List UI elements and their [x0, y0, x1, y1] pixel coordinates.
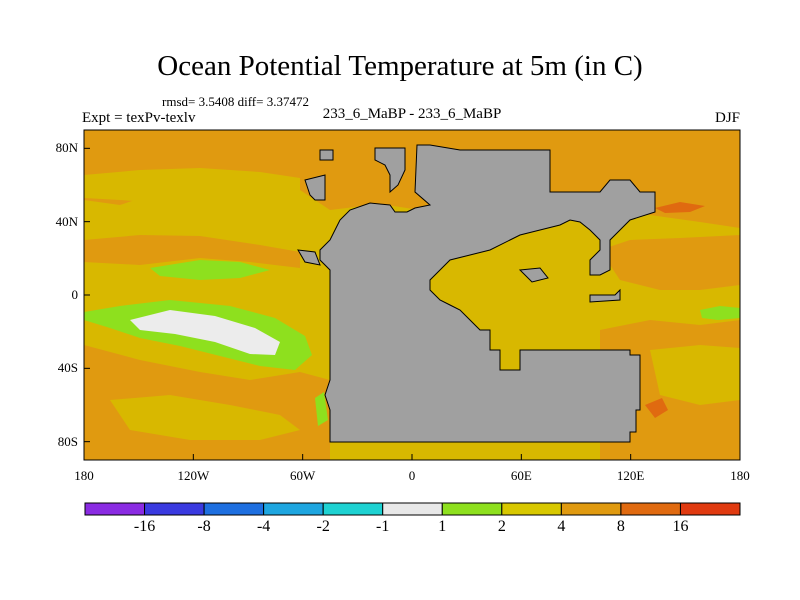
axis-ticks [83, 147, 741, 460]
colorbar-tick-label: -8 [197, 518, 211, 535]
land-central-america [297, 249, 321, 266]
x-tick-label: 180 [730, 468, 750, 483]
colorbar-tick-label: -2 [316, 518, 330, 535]
dark-orange-tasman-patch [645, 398, 668, 418]
figure-title: Ocean Potential Temperature at 5m (in C) [157, 50, 643, 82]
colorbar-tick-label: -4 [256, 518, 271, 535]
dark-orange-north-patch [655, 202, 705, 213]
land-mask [319, 144, 656, 443]
yellow-southwest-patch [110, 395, 300, 440]
colorbar-swatch [560, 502, 622, 516]
map-field [84, 130, 740, 460]
colorbar-tick-label: 16 [672, 518, 689, 535]
green-north-pacific-streak [150, 260, 270, 280]
colorbar [84, 502, 741, 516]
x-tick-label: 60W [290, 468, 316, 483]
colorbar-swatch [382, 502, 443, 516]
x-tick-label: 0 [408, 468, 416, 483]
yellow-north-patch [84, 168, 300, 204]
colorbar-swatch [679, 502, 741, 516]
colorbar-tick-label: 2 [497, 518, 506, 535]
colorbar-tick-label: 8 [616, 518, 625, 535]
runs-label: 233_6_MaBP - 233_6_MaBP [322, 106, 502, 122]
land-east-islands [589, 288, 621, 303]
y-tick-label: 40N [55, 213, 78, 229]
colorbar-tick-label: 4 [557, 518, 566, 535]
yellow-southeast-patch [650, 345, 740, 405]
green-indian-patch [700, 306, 740, 320]
land-greenland [374, 147, 406, 194]
colorbar-swatch [203, 502, 265, 516]
x-tick-label: 60E [510, 468, 532, 483]
colorbar-swatch [441, 502, 503, 516]
colorbar-swatch [263, 502, 324, 516]
x-tick-label: 120E [616, 468, 645, 483]
colorbar-swatch [501, 502, 562, 516]
y-tick-label: 80S [57, 433, 78, 449]
rmsd-diff-stats: rmsd= 3.5408 diff= 3.37472 [162, 94, 309, 109]
y-tick-label: 0 [71, 287, 79, 302]
orange-north-pacific-tongue [84, 235, 300, 268]
colorbar-tick-label: -1 [376, 518, 390, 535]
land-arctic-islands [319, 149, 334, 161]
colorbar-swatch [620, 502, 681, 516]
orange-west-arabian [600, 235, 740, 290]
land-north-america-fragment [304, 174, 326, 201]
season-label: DJF [714, 110, 740, 126]
colorbar-swatch [144, 502, 205, 516]
x-tick-label: 120W [177, 468, 210, 483]
land-mediterranean-island [518, 267, 549, 283]
experiment-label: Expt = texPv-texlv [82, 110, 196, 126]
y-tick-label: 80N [55, 140, 78, 156]
colorbar-swatch [84, 502, 146, 516]
white-anomaly-area [130, 310, 280, 355]
colorbar-tick-label: -16 [133, 518, 156, 535]
x-tick-label: 180 [74, 468, 94, 483]
colorbar-swatch [322, 502, 384, 516]
green-chile-strip [315, 392, 328, 426]
colorbar-tick-label: 1 [438, 518, 447, 535]
y-tick-label: 40S [57, 360, 78, 376]
